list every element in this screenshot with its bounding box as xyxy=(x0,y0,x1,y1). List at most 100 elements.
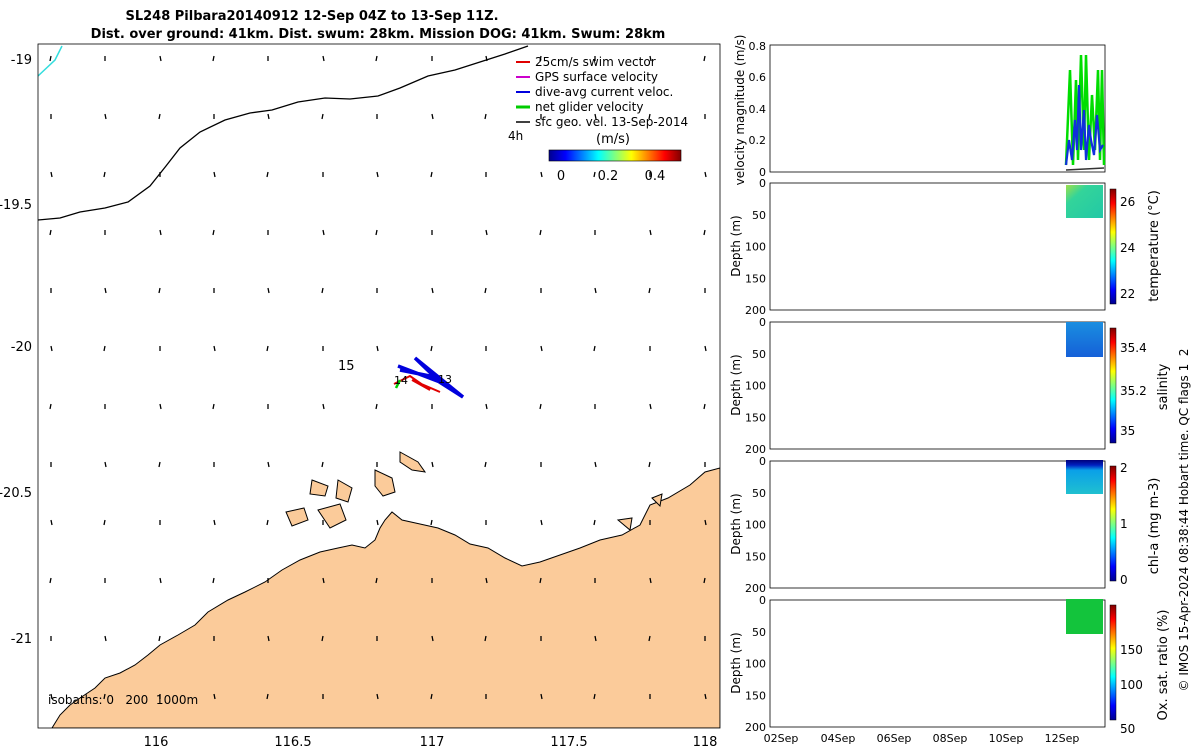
surface-vector xyxy=(648,461,651,468)
surface-vector-grid xyxy=(49,55,707,700)
surface-vector xyxy=(430,171,433,178)
depth-tick: 100 xyxy=(745,519,766,532)
surface-vector xyxy=(322,577,325,584)
current-velocity-line xyxy=(1064,84,1104,166)
island xyxy=(309,479,329,497)
lat-tick: -19.5 xyxy=(0,198,32,213)
depth-tick: 50 xyxy=(752,209,766,222)
surface-vector xyxy=(212,229,215,236)
depth-tick: 200 xyxy=(745,443,766,456)
colorbar-tick: 35 xyxy=(1120,424,1135,438)
surface-vector xyxy=(322,403,325,410)
surface-vector xyxy=(593,171,596,178)
oxygen-label: Ox. sat. ratio (%) xyxy=(1156,610,1171,721)
temperature-panel: 26 24 22 temperature (°C) xyxy=(769,182,1162,311)
surface-vector xyxy=(266,519,269,526)
surface-vector xyxy=(159,229,162,236)
surface-vector xyxy=(649,55,652,62)
colorbar-title: (m/s) xyxy=(596,132,630,147)
surface-vector xyxy=(49,577,52,584)
surface-vector xyxy=(375,229,378,236)
surface-vector xyxy=(49,403,52,410)
temperature-section xyxy=(1066,185,1103,218)
legend-label: 25cm/s swim vector xyxy=(535,55,656,69)
surface-vector xyxy=(484,635,487,642)
colorbar-tick: 22 xyxy=(1120,287,1135,301)
surface-vector xyxy=(213,693,216,700)
surface-vector xyxy=(594,113,597,120)
depth-tick: 50 xyxy=(752,348,766,361)
lon-tick: 118 xyxy=(693,735,718,750)
surface-vector xyxy=(539,229,542,236)
surface-vector xyxy=(431,461,434,468)
glider-track xyxy=(393,356,465,399)
map-legend: 25cm/s swim vector GPS surface velocity … xyxy=(508,55,688,184)
surface-vector xyxy=(103,693,106,700)
surface-vector xyxy=(322,55,325,62)
depth-tick: 0 xyxy=(759,455,766,468)
surface-vector xyxy=(593,345,596,352)
surface-vector xyxy=(703,229,706,236)
temperature-label: temperature (°C) xyxy=(1147,190,1162,302)
lon-tick: 116.5 xyxy=(274,735,311,750)
lon-tick: 117 xyxy=(420,735,445,750)
surface-vector xyxy=(431,113,434,120)
legend-label: GPS surface velocity xyxy=(535,70,658,84)
surface-vector xyxy=(159,55,162,62)
depth-tick: 150 xyxy=(745,550,766,563)
surface-vector xyxy=(158,287,161,294)
surface-vector xyxy=(104,113,107,120)
surface-vector xyxy=(321,287,324,294)
colorbar-tick: 50 xyxy=(1120,722,1135,736)
surface-vector xyxy=(50,693,53,700)
surface-vector xyxy=(485,55,488,62)
colorbar-tick: 26 xyxy=(1120,195,1135,209)
chla-panel: 2 1 0 chl-a (mg m-3) xyxy=(769,460,1162,589)
velocity-tick: 0.8 xyxy=(749,40,767,53)
surface-vector xyxy=(594,635,597,642)
time-tick: 12Sep xyxy=(1045,732,1080,745)
surface-vector xyxy=(703,55,706,62)
island xyxy=(317,503,347,529)
colorbar-tick: 0.4 xyxy=(645,169,666,184)
time-tick: 04Sep xyxy=(821,732,856,745)
lon-tick: 116 xyxy=(144,735,169,750)
velocity-ylabel: velocity magnitude (m/s) xyxy=(733,35,747,186)
surface-vector xyxy=(593,519,596,526)
track-segment xyxy=(38,45,63,77)
time-tick: 02Sep xyxy=(764,732,799,745)
depth-tick: 200 xyxy=(745,721,766,734)
surface-vector xyxy=(431,635,434,642)
velocity-tick: 0 xyxy=(759,166,766,179)
surface-vector xyxy=(430,519,433,526)
surface-vector xyxy=(212,55,215,62)
depth-tick: 50 xyxy=(752,487,766,500)
surface-vector xyxy=(485,403,488,410)
surface-vector xyxy=(649,229,652,236)
surface-vector xyxy=(703,577,706,584)
surface-vector xyxy=(267,461,270,468)
depth-ylabel: Depth (m) xyxy=(729,632,743,693)
legend-item: 25cm/s swim vector xyxy=(516,55,656,69)
surface-vector xyxy=(649,403,652,410)
legend-label: sfc geo. vel. 13-Sep-2014 xyxy=(535,115,688,129)
lat-axis: -19 -19.5 -20 -20.5 -21 xyxy=(0,53,32,647)
footer-credit: © IMOS 15-Apr-2024 08:38:44 Hobart time.… xyxy=(1177,349,1191,692)
surface-vector xyxy=(103,171,106,178)
velocity-tick: 0.6 xyxy=(749,71,767,84)
colorbar-tick: 2 xyxy=(1120,461,1128,475)
time-tick: 08Sep xyxy=(933,732,968,745)
surface-vector xyxy=(485,229,488,236)
salinity-label: salinity xyxy=(1156,363,1171,410)
surface-vector xyxy=(104,287,107,294)
surface-vector xyxy=(484,113,487,120)
velocity-panel: 0.8 0.6 0.4 0.2 0 velocity magnitude (m/… xyxy=(733,35,1106,186)
chla-colorbar xyxy=(1109,465,1117,582)
surface-vector xyxy=(49,55,52,62)
surface-vector xyxy=(321,113,324,120)
surface-vector xyxy=(594,461,597,468)
surface-vector xyxy=(540,345,543,352)
surface-vector xyxy=(540,171,543,178)
surface-vector xyxy=(594,287,597,294)
